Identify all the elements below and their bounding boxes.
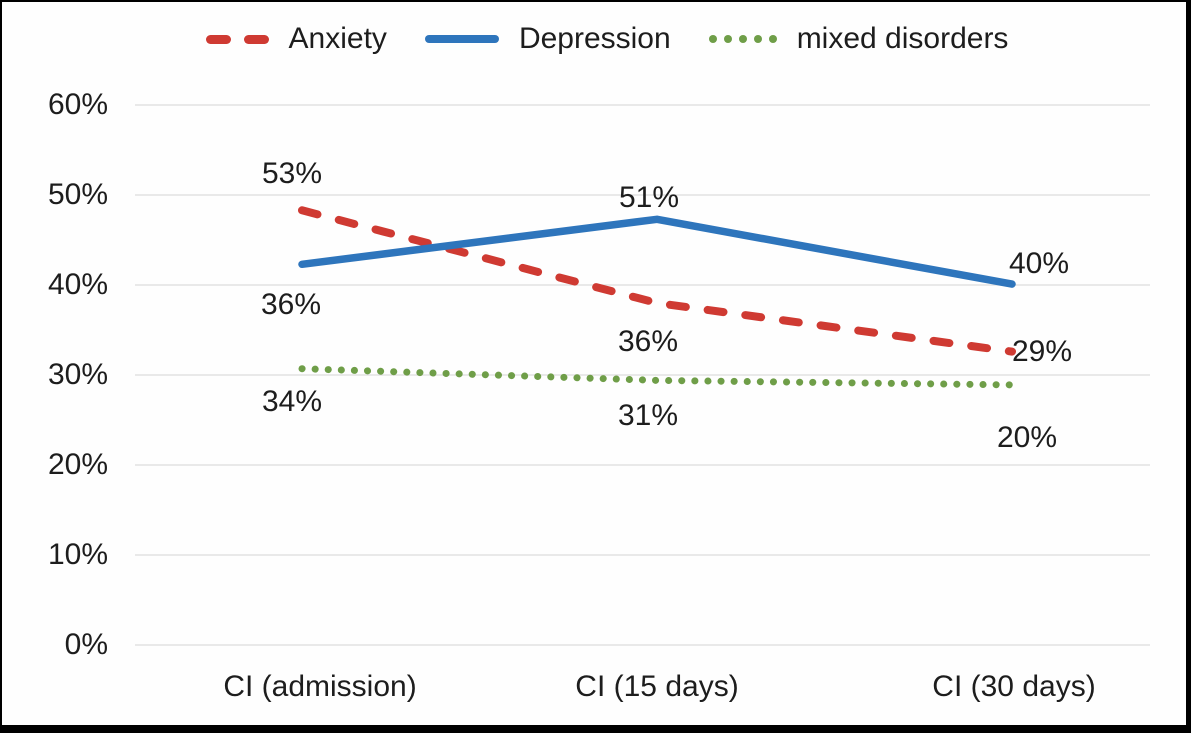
y-axis-tick-label: 20% bbox=[47, 448, 108, 481]
y-axis-tick-label: 30% bbox=[47, 358, 108, 391]
data-label: 51% bbox=[618, 181, 680, 214]
y-axis-tick-label: 10% bbox=[47, 538, 108, 571]
anxiety-line bbox=[298, 206, 1016, 356]
data-label: 20% bbox=[996, 421, 1058, 454]
anxiety-dashed-line-swatch bbox=[205, 34, 269, 44]
x-axis-category-label: CI (15 days) bbox=[575, 670, 739, 703]
depression-solid-line-swatch bbox=[424, 35, 499, 43]
y-axis-tick-label: 50% bbox=[47, 178, 108, 211]
x-axis-category-label: CI (admission) bbox=[223, 670, 417, 703]
data-label: 31% bbox=[617, 399, 679, 432]
data-label: 36% bbox=[617, 325, 679, 358]
data-label: 40% bbox=[1008, 247, 1070, 280]
data-label: 34% bbox=[261, 385, 323, 418]
legend-item-anxiety: Anxiety bbox=[205, 22, 387, 56]
mixed-disorders-line bbox=[298, 365, 1016, 389]
data-label: 29% bbox=[1011, 335, 1073, 368]
data-label: 53% bbox=[261, 157, 323, 190]
legend-label-depression: Depression bbox=[518, 22, 671, 55]
depression-line bbox=[298, 215, 1016, 288]
y-axis-tick-label: 60% bbox=[47, 88, 108, 121]
data-label: 36% bbox=[260, 288, 322, 321]
legend-item-depression: Depression bbox=[424, 22, 671, 56]
legend-item-mixed-disorders: mixed disorders bbox=[708, 22, 1009, 56]
legend: Anxiety Depression mixed disorders bbox=[2, 22, 1186, 56]
legend-label-mixed-disorders: mixed disorders bbox=[796, 22, 1009, 55]
legend-label-anxiety: Anxiety bbox=[288, 22, 387, 55]
y-axis-tick-label: 0% bbox=[64, 628, 108, 661]
mixed-disorders-dotted-line-swatch bbox=[708, 35, 777, 43]
x-axis-category-label: CI (30 days) bbox=[932, 670, 1096, 703]
y-axis-tick-label: 40% bbox=[47, 268, 108, 301]
